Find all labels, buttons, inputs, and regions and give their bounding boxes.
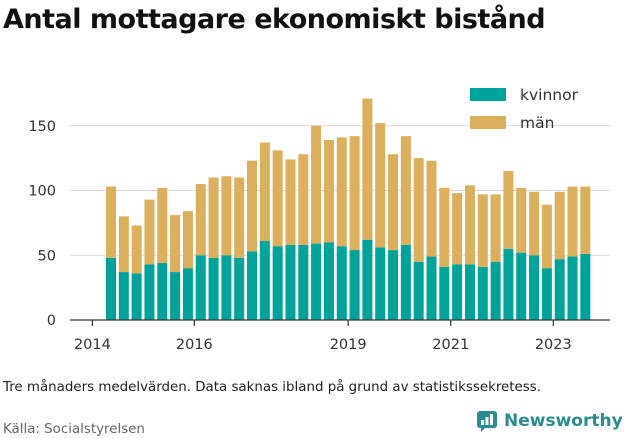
bar-kvinnor [195,255,206,320]
bar-män [413,158,424,262]
bar-män [234,177,245,258]
x-tick-label: 2014 [74,337,111,353]
bar-män [311,125,322,244]
bar-män [439,187,450,267]
brand: Newsworthy [476,410,623,432]
bar-kvinnor [131,273,142,320]
bar-kvinnor [477,266,488,320]
bar-kvinnor [503,248,514,320]
bar-kvinnor [247,251,258,320]
x-tick-label: 2023 [535,337,572,353]
bar-kvinnor [311,243,322,320]
bar-män [400,136,411,245]
axes: 0 50 100 150 2014 2016 2019 2021 2023 [28,119,610,353]
bar-män [195,184,206,256]
bar-män [580,186,591,254]
bar-män [247,160,258,252]
bar-kvinnor [170,272,181,320]
bar-män [259,142,270,242]
y-tick-label: 50 [38,248,56,264]
bar-kvinnor [464,264,475,320]
legend-label-kvinnor: kvinnor [520,86,579,104]
chart-note: Tre månaders medelvärden. Data saknas ib… [3,380,541,395]
bar-män [388,154,399,251]
y-tick-label: 150 [28,119,56,135]
bar-kvinnor [336,246,347,320]
bar-män [221,176,232,256]
bar-kvinnor [580,253,591,320]
legend-swatch-kvinnor [470,88,506,101]
bar-män [285,159,296,245]
bar-män [567,186,578,257]
bar-kvinnor [413,261,424,320]
bar-kvinnor [490,261,501,320]
bars [106,98,591,320]
bar-män [272,150,283,247]
bar-män [157,187,168,264]
bar-kvinnor [106,257,116,320]
bar-kvinnor [388,250,399,320]
bar-män [375,123,386,248]
bar-kvinnor [298,244,309,320]
bar-kvinnor [516,252,527,320]
bar-män [131,225,142,274]
bar-män [349,136,360,251]
bar-kvinnor [272,246,283,320]
x-tick-label: 2016 [176,337,213,353]
bar-män [118,216,129,273]
bar-män [503,171,514,249]
chart-title: Antal mottagare ekonomiskt bistånd [3,4,546,35]
bar-kvinnor [221,255,232,320]
bar-män [541,204,552,269]
bar-män [208,177,219,258]
bar-män [490,194,501,262]
bar-kvinnor [157,263,168,320]
stacked-bar-chart: 0 50 100 150 2014 2016 2019 2021 2023 kvinnor män [28,86,610,353]
bar-kvinnor [362,239,373,320]
bar-kvinnor [452,264,463,320]
bar-män [106,186,116,258]
source-label: Källa: Socialstyrelsen [3,422,145,437]
bar-män [182,211,193,269]
bar-kvinnor [208,257,219,320]
newsworthy-logo-icon [477,411,497,432]
bar-kvinnor [426,256,437,320]
y-tick-label: 100 [28,184,56,200]
bar-kvinnor [259,241,270,320]
bar-kvinnor [439,266,450,320]
bar-män [144,199,155,265]
bar-kvinnor [349,250,360,320]
bar-kvinnor [375,247,386,320]
bar-män [426,160,437,257]
bar-kvinnor [144,264,155,320]
bar-män [516,187,527,253]
bar-män [298,154,309,245]
bar-kvinnor [554,259,565,320]
bar-kvinnor [182,268,193,320]
x-tick-label: 2019 [330,337,367,353]
bar-män [336,137,347,247]
bar-män [452,193,463,265]
bar-kvinnor [285,244,296,320]
bar-kvinnor [529,255,540,320]
y-tick-label: 0 [47,313,56,329]
bar-kvinnor [234,257,245,320]
bar-män [554,191,565,260]
bar-män [170,215,181,273]
bar-män [323,139,334,243]
bar-kvinnor [541,268,552,320]
legend-swatch-män [470,116,506,129]
bar-män [362,98,373,240]
bar-kvinnor [323,242,334,320]
bar-kvinnor [400,244,411,320]
bar-kvinnor [567,256,578,320]
bar-män [529,191,540,256]
bar-män [464,185,475,265]
bar-män [477,194,488,267]
x-tick-label: 2021 [432,337,469,353]
legend-label-män: män [520,114,554,132]
brand-name: Newsworthy [504,411,623,431]
legend: kvinnor män [470,86,579,132]
bar-kvinnor [118,272,129,320]
